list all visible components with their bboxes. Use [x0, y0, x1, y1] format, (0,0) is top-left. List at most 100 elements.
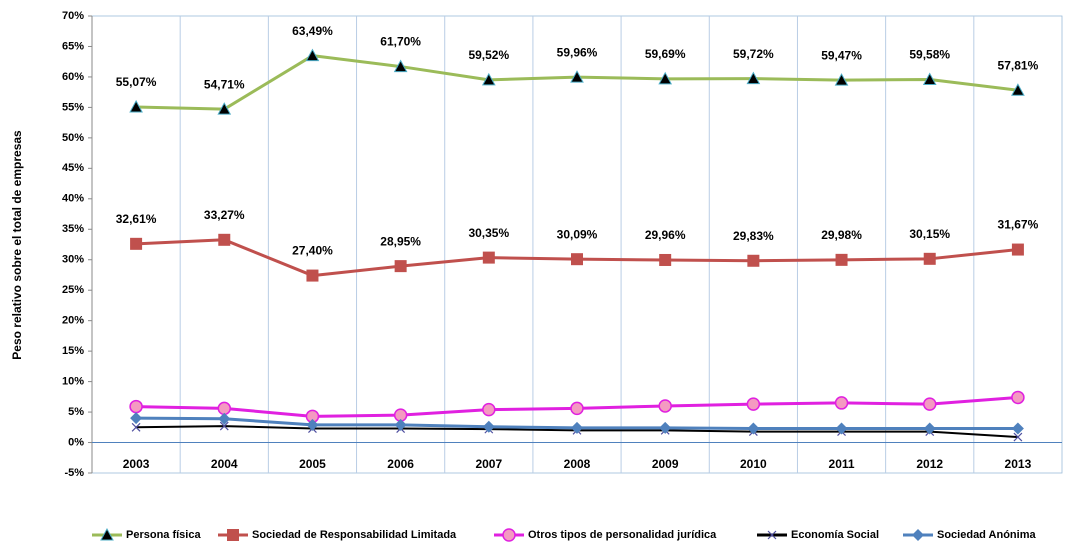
marker — [218, 412, 231, 425]
data-label: 59,52% — [468, 48, 509, 62]
marker — [131, 422, 141, 432]
x-tick-label: 2012 — [916, 457, 943, 471]
x-tick-label: 2007 — [475, 457, 502, 471]
marker — [1011, 422, 1024, 435]
marker — [746, 397, 761, 411]
legend: Persona física Sociedad de Responsabilida… — [92, 527, 1036, 542]
marker — [571, 253, 583, 266]
marker — [834, 396, 849, 410]
data-label: 30,09% — [557, 227, 598, 241]
legend-marker — [227, 529, 239, 541]
data-label: 29,98% — [821, 228, 862, 242]
x-tick-label: 2003 — [123, 457, 150, 471]
data-label: 59,47% — [821, 48, 862, 62]
legend-label: Otros tipos de personalidad jurídica — [528, 529, 717, 541]
x-tick-label: 2008 — [564, 457, 591, 471]
y-tick-label: 65% — [62, 40, 84, 52]
x-tick-label: 2005 — [299, 457, 326, 471]
legend-marker — [912, 529, 924, 541]
data-label: 63,49% — [292, 24, 333, 38]
y-tick-label: 55% — [62, 101, 84, 113]
y-tick-label: 45% — [62, 162, 84, 174]
y-tick-label: 50% — [62, 132, 84, 144]
legend-marker — [100, 527, 114, 541]
y-tick-label: 5% — [68, 406, 84, 418]
marker — [659, 421, 672, 434]
data-label: 27,40% — [292, 244, 333, 258]
marker — [659, 253, 672, 266]
marker — [217, 401, 232, 416]
marker — [570, 70, 584, 83]
marker — [482, 420, 495, 433]
marker — [658, 399, 672, 413]
x-tick-label: 2009 — [652, 457, 679, 471]
marker — [746, 71, 761, 85]
marker — [570, 401, 584, 416]
y-tick-label: 35% — [62, 223, 84, 235]
marker — [571, 421, 583, 434]
y-tick-label: 20% — [62, 315, 84, 327]
marker — [1011, 83, 1025, 96]
marker — [130, 237, 143, 250]
y-tick-label: 40% — [62, 193, 84, 205]
marker — [835, 422, 848, 435]
marker — [306, 269, 319, 282]
legend-label: Sociedad Anónima — [937, 529, 1036, 541]
marker — [834, 73, 849, 86]
data-label: 57,81% — [998, 58, 1039, 72]
y-tick-label: 30% — [62, 254, 84, 266]
marker — [305, 48, 320, 62]
data-label: 30,15% — [909, 227, 950, 241]
marker — [219, 421, 229, 431]
x-tick-label: 2013 — [1005, 457, 1032, 471]
data-label: 31,67% — [998, 218, 1039, 232]
y-tick-label: 15% — [62, 345, 84, 357]
marker — [217, 102, 232, 115]
y-tick-label: 60% — [62, 71, 84, 83]
marker — [835, 253, 848, 266]
data-label: 55,07% — [116, 75, 157, 89]
marker — [923, 422, 936, 435]
marker — [129, 99, 143, 113]
marker — [747, 254, 760, 267]
data-label: 33,27% — [204, 208, 245, 222]
data-label: 59,69% — [645, 47, 686, 61]
x-tick-label: 2004 — [211, 457, 238, 471]
marker — [922, 397, 937, 411]
marker — [923, 252, 936, 265]
marker — [1011, 243, 1024, 256]
data-label: 28,95% — [380, 234, 421, 248]
data-label: 54,71% — [204, 77, 245, 91]
data-label: 30,35% — [468, 226, 509, 240]
marker — [306, 418, 319, 431]
marker — [394, 418, 407, 431]
x-tick-label: 2010 — [740, 457, 767, 471]
legend-marker — [502, 528, 516, 542]
y-tick-label: -5% — [64, 467, 84, 479]
legend-label: Sociedad de Responsabilidad Limitada — [252, 529, 457, 541]
data-label: 59,96% — [557, 45, 598, 59]
data-label: 29,96% — [645, 228, 686, 242]
marker — [482, 251, 495, 264]
marker — [481, 72, 496, 86]
legend-label: Economía Social — [791, 529, 879, 541]
marker — [482, 402, 496, 417]
marker — [658, 71, 673, 85]
data-label: 29,83% — [733, 229, 774, 243]
x-tick-label: 2006 — [387, 457, 414, 471]
x-tick-label: 2011 — [829, 457, 855, 471]
data-label: 59,58% — [909, 48, 950, 62]
y-tick-label: 70% — [62, 10, 84, 22]
marker — [922, 72, 937, 85]
data-label: 32,61% — [116, 212, 157, 226]
legend-marker — [767, 530, 777, 540]
marker — [218, 233, 231, 246]
marker — [1011, 390, 1025, 405]
y-tick-label: 10% — [62, 376, 84, 388]
data-label: 59,72% — [733, 47, 774, 61]
marker — [747, 422, 760, 435]
legend-label: Persona física — [126, 529, 201, 541]
y-tick-label: 0% — [68, 436, 84, 448]
marker — [393, 59, 408, 73]
